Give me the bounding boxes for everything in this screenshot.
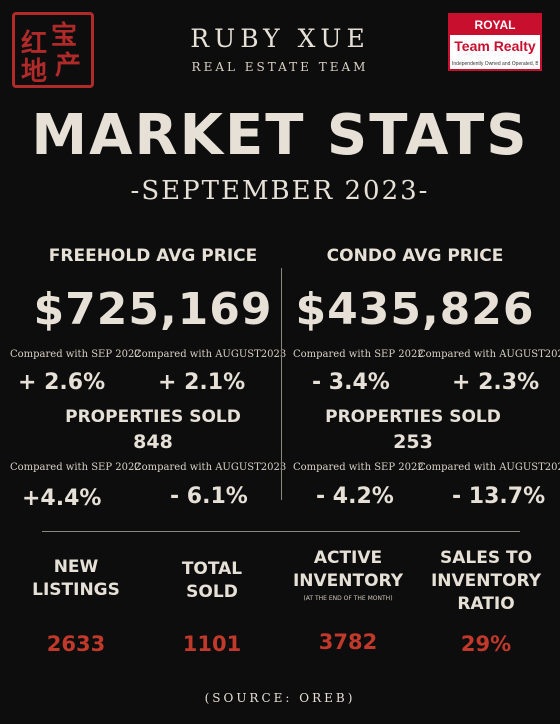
new-listings-stat: NEW LISTINGS	[20, 556, 132, 602]
new-listings-value: 2633	[46, 632, 106, 656]
rlp-line1: ROYAL LEPAGE	[450, 15, 540, 52]
rlp-fine-print: Independently Owned and Operated, Broker…	[452, 61, 538, 67]
freehold-price-year-change: + 2.6%	[18, 370, 106, 395]
column-divider	[281, 268, 282, 500]
freehold-price-month-change: + 2.1%	[158, 370, 246, 395]
freehold-sold-cmp-month-label: Compared with AUGUST2023	[134, 462, 287, 473]
royal-lepage-logo: ROYAL LEPAGE Team Realty Independently O…	[448, 13, 542, 71]
freehold-sold-label: PROPERTIES SOLD	[65, 407, 241, 427]
condo-cmp-month-label: Compared with AUGUST2023	[418, 349, 560, 360]
freehold-cmp-year-label: Compared with SEP 2022	[10, 349, 141, 360]
page-subtitle: -SEPTEMBER 2023-	[130, 176, 430, 206]
brand-name: RUBY XUE	[190, 24, 370, 53]
freehold-sold-cmp-year-label: Compared with SEP 2022	[10, 462, 141, 473]
total-sold-label-line1: TOTAL	[181, 559, 243, 579]
rlp-line2: Team Realty	[454, 38, 536, 54]
condo-cmp-year-label: Compared with SEP 2022	[293, 349, 424, 360]
freehold-cmp-month-label: Compared with AUGUST2023	[134, 349, 287, 360]
sales-ratio-value: 29%	[460, 632, 512, 656]
active-inventory-stat: ACTIVE INVENTORY (AT THE END OF THE MONT…	[286, 547, 410, 602]
sales-ratio-label-line3: RATIO	[457, 593, 515, 614]
active-inventory-label-line1: ACTIVE	[313, 548, 383, 568]
page-title: MARKET STATS	[31, 103, 529, 168]
new-listings-label-line1: NEW	[53, 557, 99, 577]
active-inventory-note: (AT THE END OF THE MONTH)	[303, 594, 393, 602]
sales-ratio-label-line1: SALES TO	[439, 548, 533, 568]
total-sold-value: 1101	[182, 632, 242, 656]
total-sold-label-line2: SOLD	[186, 581, 238, 602]
condo-price: $435,826	[295, 284, 535, 335]
condo-sold-month-change: - 13.7%	[452, 484, 546, 509]
source-note: (SOURCE: OREB)	[204, 691, 356, 705]
freehold-sold-year-change: +4.4%	[22, 486, 102, 511]
condo-sold-value: 253	[393, 431, 433, 453]
section-divider	[42, 531, 520, 532]
logo-char: 地	[21, 57, 48, 87]
total-sold-stat: TOTAL SOLD	[156, 558, 268, 604]
condo-sold-cmp-month-label: Compared with AUGUST2023	[418, 462, 560, 473]
freehold-header: FREEHOLD AVG PRICE	[48, 246, 258, 266]
active-inventory-value: 3782	[318, 630, 378, 654]
seal-logo: 宝 红 产 地	[12, 12, 94, 88]
sales-ratio-label-line2: INVENTORY	[430, 570, 542, 591]
freehold-sold-value: 848	[133, 431, 173, 453]
condo-price-year-change: - 3.4%	[312, 370, 390, 395]
condo-header: CONDO AVG PRICE	[326, 246, 504, 266]
freehold-sold-month-change: - 6.1%	[170, 484, 248, 509]
brand-subtitle: REAL ESTATE TEAM	[191, 60, 369, 74]
condo-sold-year-change: - 4.2%	[316, 484, 394, 509]
logo-char: 红	[21, 29, 48, 59]
logo-char: 宝	[51, 21, 78, 51]
sales-ratio-stat: SALES TO INVENTORY RATIO	[422, 547, 550, 616]
condo-sold-label: PROPERTIES SOLD	[325, 407, 501, 427]
logo-char: 产	[55, 51, 82, 81]
condo-price-month-change: + 2.3%	[452, 370, 540, 395]
condo-sold-cmp-year-label: Compared with SEP 2022	[293, 462, 424, 473]
active-inventory-label-line2: INVENTORY	[292, 570, 404, 591]
freehold-price: $725,169	[33, 284, 273, 335]
new-listings-label-line2: LISTINGS	[32, 579, 120, 600]
